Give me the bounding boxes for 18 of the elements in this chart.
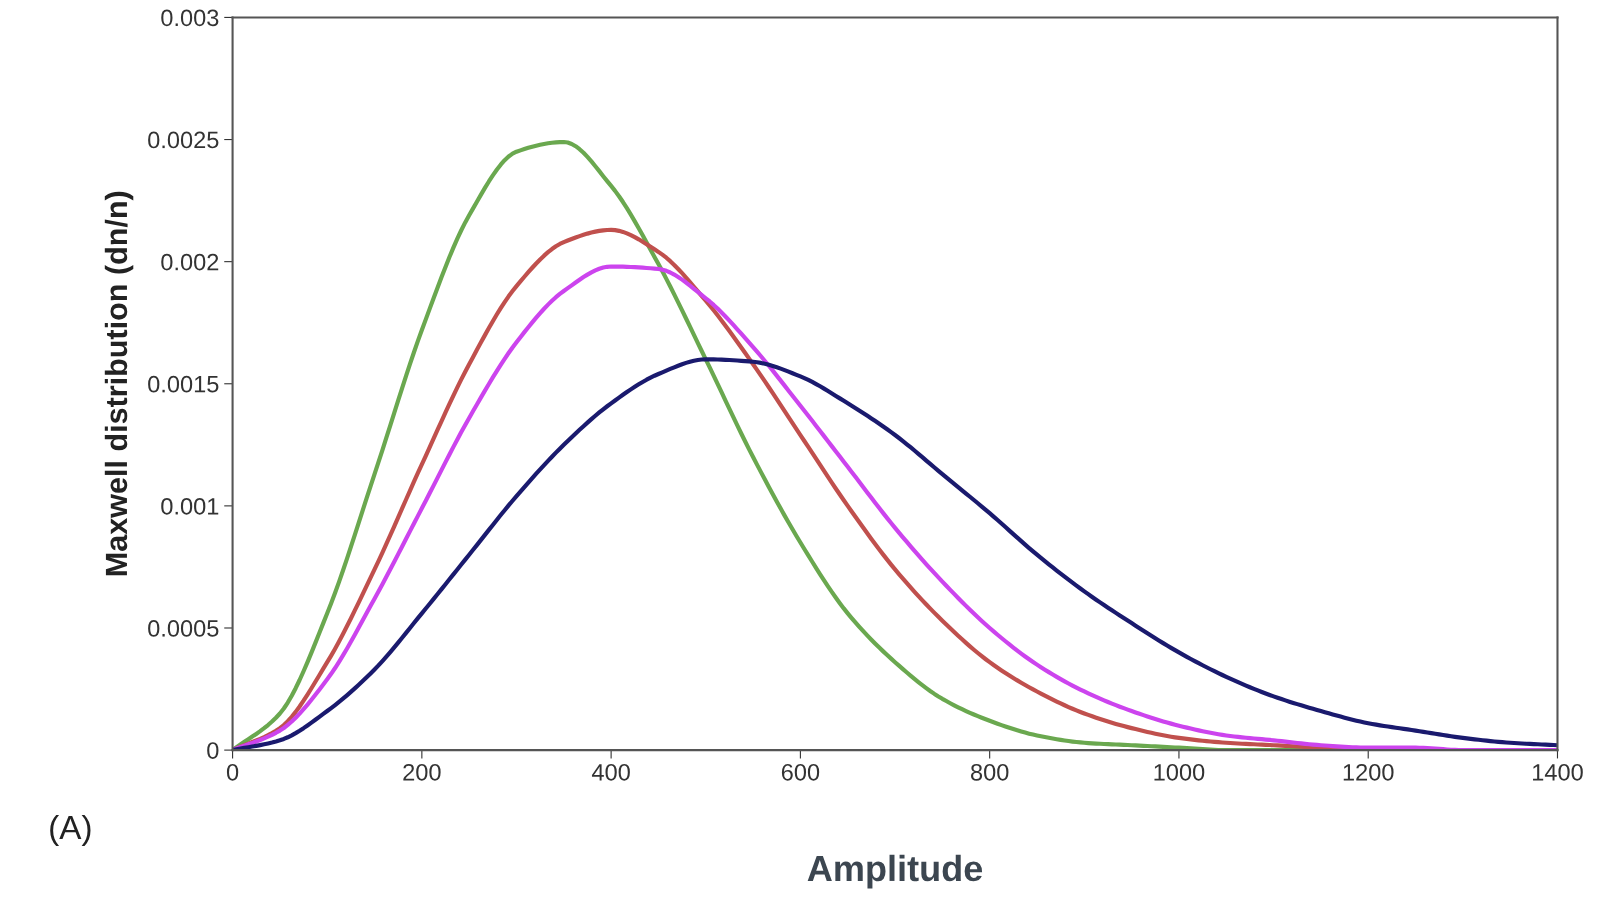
y-tick-label: 0 — [207, 742, 219, 759]
x-tick-label: 600 — [781, 763, 820, 781]
x-axis-title: Amplitude — [807, 854, 983, 889]
text: (A) — [50, 814, 91, 846]
y-tick-label: 0.0005 — [148, 620, 219, 637]
y-axis-title: Maxwell distribution (dn/n) — [104, 191, 134, 576]
x-tick-label: 0 — [226, 763, 239, 781]
y-tick-label: 0.0015 — [148, 375, 219, 393]
y-tick-label: 0.001 — [161, 497, 219, 515]
x-tick-label: 400 — [591, 763, 630, 781]
x-tick-label: 200 — [403, 763, 441, 781]
x-tick-label: 1200 — [1343, 763, 1394, 781]
x-tick-label: 1400 — [1533, 763, 1583, 781]
y-tick-label: 0.002 — [161, 253, 219, 271]
y-tick-label: 0.003 — [161, 9, 219, 27]
x-tick-label: 800 — [971, 763, 1009, 781]
x-tick-label: 1000 — [1154, 763, 1205, 781]
y-tick-label: 0.0025 — [148, 131, 219, 149]
